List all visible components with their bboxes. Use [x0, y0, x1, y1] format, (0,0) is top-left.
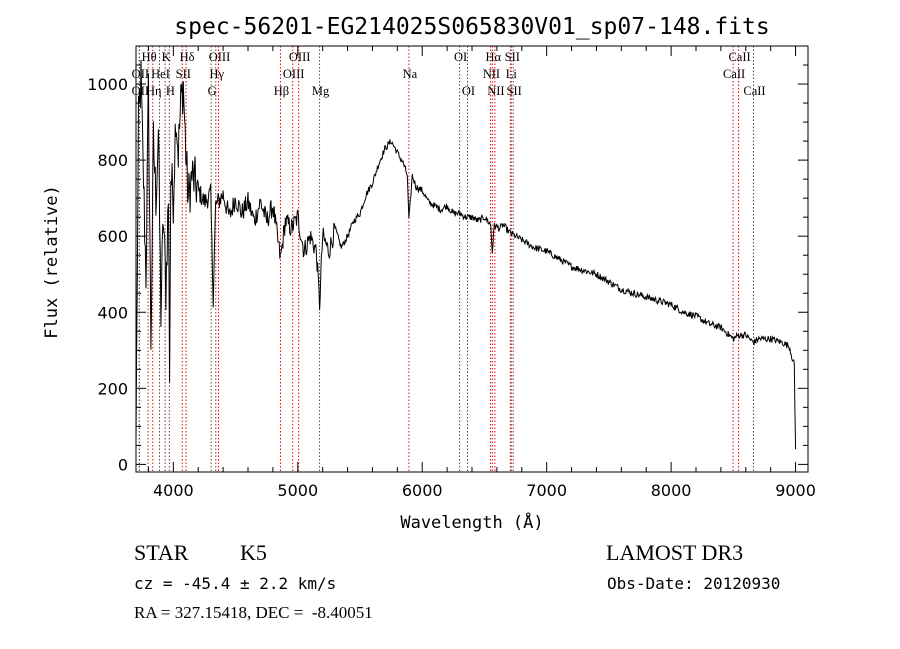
plot-frame: [135, 45, 809, 473]
x-tick-label-9000: 9000: [775, 481, 816, 500]
y-tick-label-400: 400: [97, 303, 128, 322]
x-axis-label: Wavelength (Å): [400, 511, 543, 533]
line-label-13: OIII: [283, 67, 305, 81]
line-label-11: SII: [176, 67, 191, 81]
y-tick-label-800: 800: [97, 151, 128, 170]
coordinates-readout: RA = 327.15418, DEC = -8.40051: [134, 603, 373, 622]
line-label-27: CaII: [743, 84, 765, 98]
y-tick-label-200: 200: [97, 379, 128, 398]
y-axis-label: Flux (relative): [42, 185, 62, 339]
line-label-7: SII: [505, 50, 520, 64]
redshift-readout: cz = -45.4 ± 2.2 km/s: [134, 574, 337, 593]
line-label-20: H: [166, 84, 175, 98]
x-tick-label-5000: 5000: [277, 481, 318, 500]
spectral-line-markers: [138, 46, 754, 472]
line-label-17: CaII: [723, 67, 745, 81]
line-label-23: Mg: [312, 84, 330, 98]
x-tick-label-8000: 8000: [651, 481, 692, 500]
line-label-26: SII: [507, 84, 522, 98]
line-label-24: OI: [462, 84, 475, 98]
line-label-12: Hγ: [209, 67, 224, 81]
line-label-10: HeI: [151, 67, 170, 81]
line-label-15: NII: [483, 67, 500, 81]
line-label-21: G: [208, 84, 217, 98]
axis-ticks: 4000 5000 6000 7000 8000 9000 0 200 400 600 800 100…: [87, 46, 816, 500]
line-label-0: Hθ: [142, 50, 157, 64]
object-class: STAR: [134, 540, 189, 565]
line-label-14: Na: [403, 67, 418, 81]
y-tick-label-600: 600: [97, 227, 128, 246]
line-labels: Hθ K Hδ OIII OIII OI Hα SII CaII OII HeI SII Hγ OIII N…: [132, 50, 766, 98]
line-label-18: OII: [132, 84, 149, 98]
line-label-2: Hδ: [180, 50, 195, 64]
object-subclass: K5: [240, 540, 267, 565]
line-label-19: Hη: [146, 84, 162, 98]
line-label-6: Hα: [485, 50, 501, 64]
line-label-3: OIII: [209, 50, 231, 64]
x-tick-label-7000: 7000: [526, 481, 567, 500]
spectrum-line: [135, 59, 797, 450]
x-tick-label-4000: 4000: [153, 481, 194, 500]
line-label-16: Li: [506, 67, 518, 81]
survey-name: LAMOST DR3: [606, 540, 744, 565]
y-tick-label-0: 0: [118, 455, 128, 474]
y-tick-label-1000: 1000: [87, 75, 128, 94]
line-label-1: K: [162, 50, 171, 64]
line-label-25: NII: [487, 84, 504, 98]
line-label-9: OII: [132, 67, 149, 81]
obs-date: Obs-Date: 20120930: [607, 574, 781, 593]
chart-title: spec-56201-EG214025S065830V01_sp07-148.f…: [174, 14, 769, 40]
line-label-4: OIII: [289, 50, 311, 64]
line-label-22: Hβ: [274, 84, 289, 98]
line-label-5: OI: [454, 50, 467, 64]
line-label-8: CaII: [728, 50, 750, 64]
x-tick-label-6000: 6000: [402, 481, 443, 500]
